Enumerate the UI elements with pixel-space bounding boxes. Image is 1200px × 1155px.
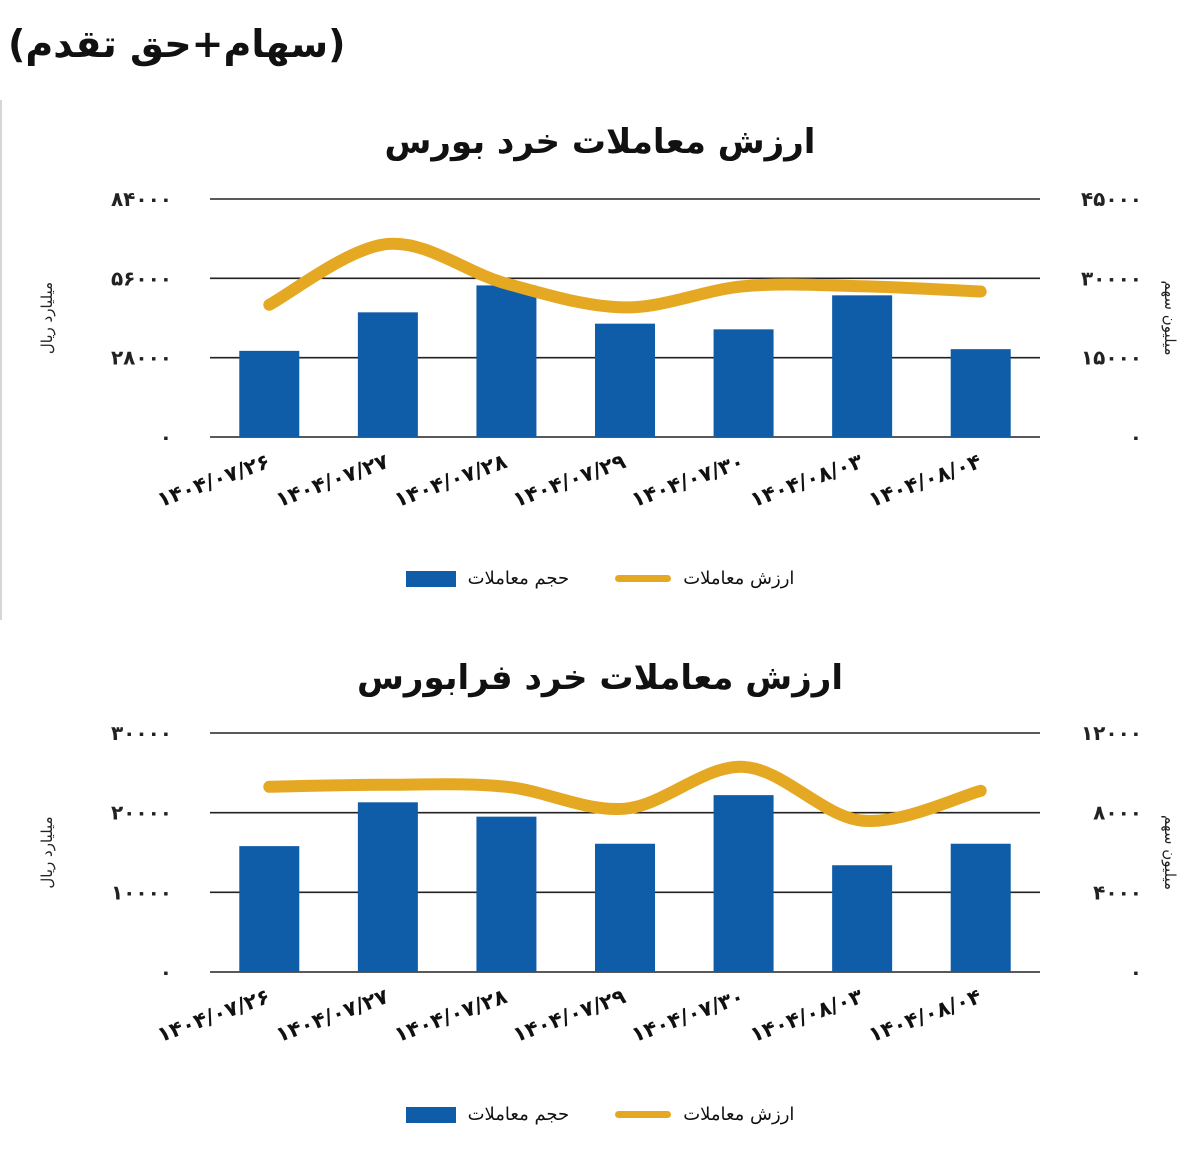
- chart-title: ارزش معاملات خرد فرابورس: [356, 658, 843, 698]
- y-right-tick-label: ۴۵۰۰۰: [1081, 187, 1142, 211]
- line-series: [263, 760, 987, 827]
- legend-line-swatch: [615, 1111, 672, 1118]
- x-tick-label: ۱۴۰۴/۰۷/۲۶: [154, 984, 273, 1047]
- x-tick-label: ۱۴۰۴/۰۷/۲۹: [510, 449, 629, 512]
- legend-bar-swatch: [405, 1106, 456, 1123]
- legend-item-bar: حجم معاملات: [405, 1104, 570, 1125]
- bar: [595, 843, 655, 972]
- legend-item-bar: حجم معاملات: [405, 568, 570, 589]
- y-right-tick-label: ۳۰۰۰۰: [1081, 266, 1142, 290]
- x-tick-label: ۱۴۰۴/۰۸/۰۳: [747, 449, 866, 512]
- chart-panel-farabourse: ارزش معاملات خرد فرابورس ۳۰۰۰۰ ۲۰۰۰۰ ۱۰۰۰۰…: [0, 636, 1200, 1155]
- y-left-tick-label: ۲۸۰۰۰: [111, 346, 172, 370]
- legend-item-line: ارزش معاملات: [615, 568, 794, 589]
- y-left-tick-label: ۲۰۰۰۰: [111, 801, 172, 825]
- x-tick-label: ۱۴۰۴/۰۸/۰۴: [865, 984, 984, 1047]
- chart-legend: ارزش معاملات حجم معاملات: [0, 568, 1200, 589]
- y-left-tick-label: ۸۴۰۰۰: [111, 187, 172, 211]
- line-series: [263, 237, 987, 314]
- x-tick-label: ۱۴۰۴/۰۷/۲۶: [154, 449, 273, 512]
- y-right-tick-label: ۸۰۰۰: [1093, 801, 1142, 825]
- y-right-tick-label: ۱۲۰۰۰: [1081, 721, 1142, 745]
- legend-bar-swatch: [405, 570, 456, 587]
- y-left-tick-label: ۰: [160, 425, 172, 449]
- page-title: (سهام+حق تقدم): [8, 22, 346, 66]
- bar: [239, 846, 300, 972]
- chart-title: ارزش معاملات خرد بورس: [384, 122, 816, 162]
- combo-chart: ۳۰۰۰۰ ۲۰۰۰۰ ۱۰۰۰۰ ۰ ۱۲۰۰۰ ۸۰۰۰ ۴۰۰۰ ۰ میلیارد ری…: [38, 721, 1179, 1047]
- bar: [476, 285, 537, 437]
- y-left-tick-label: ۵۶۰۰۰: [111, 266, 172, 290]
- bar: [713, 329, 774, 437]
- y-left-tick-label: ۱۰۰۰۰: [111, 880, 172, 904]
- x-tick-label: ۱۴۰۴/۰۷/۲۹: [510, 984, 629, 1047]
- x-tick-label: ۱۴۰۴/۰۷/۲۷: [273, 449, 392, 512]
- y-right-axis-title: میلیون سهم: [1161, 280, 1179, 355]
- x-tick-label: ۱۴۰۴/۰۷/۲۸: [391, 449, 510, 512]
- y-left-tick-label: ۰: [160, 960, 172, 984]
- combo-chart: ۸۴۰۰۰ ۵۶۰۰۰ ۲۸۰۰۰ ۰ ۴۵۰۰۰ ۳۰۰۰۰ ۱۵۰۰۰ ۰ میلیارد …: [38, 187, 1179, 512]
- y-right-axis-title: میلیون سهم: [1161, 815, 1179, 890]
- x-tick-label: ۱۴۰۴/۰۷/۲۸: [391, 984, 510, 1047]
- legend-line-swatch: [615, 575, 672, 582]
- panel-divider: [0, 100, 2, 620]
- y-right-tick-label: ۱۵۰۰۰: [1081, 346, 1142, 370]
- y-left-axis-title: میلیارد ریال: [38, 816, 56, 888]
- x-tick-label: ۱۴۰۴/۰۷/۳۰: [628, 984, 747, 1047]
- bar: [832, 865, 893, 972]
- chart-legend: ارزش معاملات حجم معاملات: [0, 1104, 1200, 1125]
- legend-label: ارزش معاملات: [683, 1104, 795, 1125]
- legend-label: حجم معاملات: [467, 568, 570, 589]
- bar: [357, 312, 418, 437]
- y-left-tick-label: ۳۰۰۰۰: [111, 721, 172, 745]
- bar: [713, 795, 774, 972]
- legend-label: ارزش معاملات: [683, 568, 795, 589]
- bar: [476, 816, 537, 972]
- bar: [595, 323, 655, 437]
- legend-item-line: ارزش معاملات: [615, 1104, 794, 1125]
- x-tick-label: ۱۴۰۴/۰۷/۳۰: [628, 449, 747, 512]
- y-right-tick-label: ۰: [1130, 425, 1142, 449]
- y-right-tick-label: ۰: [1130, 960, 1142, 984]
- y-left-axis-title: میلیارد ریال: [38, 282, 56, 354]
- chart-panel-bourse: ارزش معاملات خرد بورس ۸۴۰۰۰ ۵۶۰۰۰ ۲۸۰۰۰ ۰ ۴۵…: [0, 100, 1200, 620]
- x-tick-label: ۱۴۰۴/۰۸/۰۴: [865, 449, 984, 512]
- bar: [357, 802, 418, 972]
- x-tick-label: ۱۴۰۴/۰۷/۲۷: [273, 984, 392, 1047]
- bar: [239, 350, 300, 437]
- legend-label: حجم معاملات: [467, 1104, 570, 1125]
- x-tick-label: ۱۴۰۴/۰۸/۰۳: [747, 984, 866, 1047]
- bar: [832, 295, 893, 437]
- bar: [950, 843, 1011, 972]
- bar: [950, 349, 1011, 437]
- y-right-tick-label: ۴۰۰۰: [1093, 880, 1142, 904]
